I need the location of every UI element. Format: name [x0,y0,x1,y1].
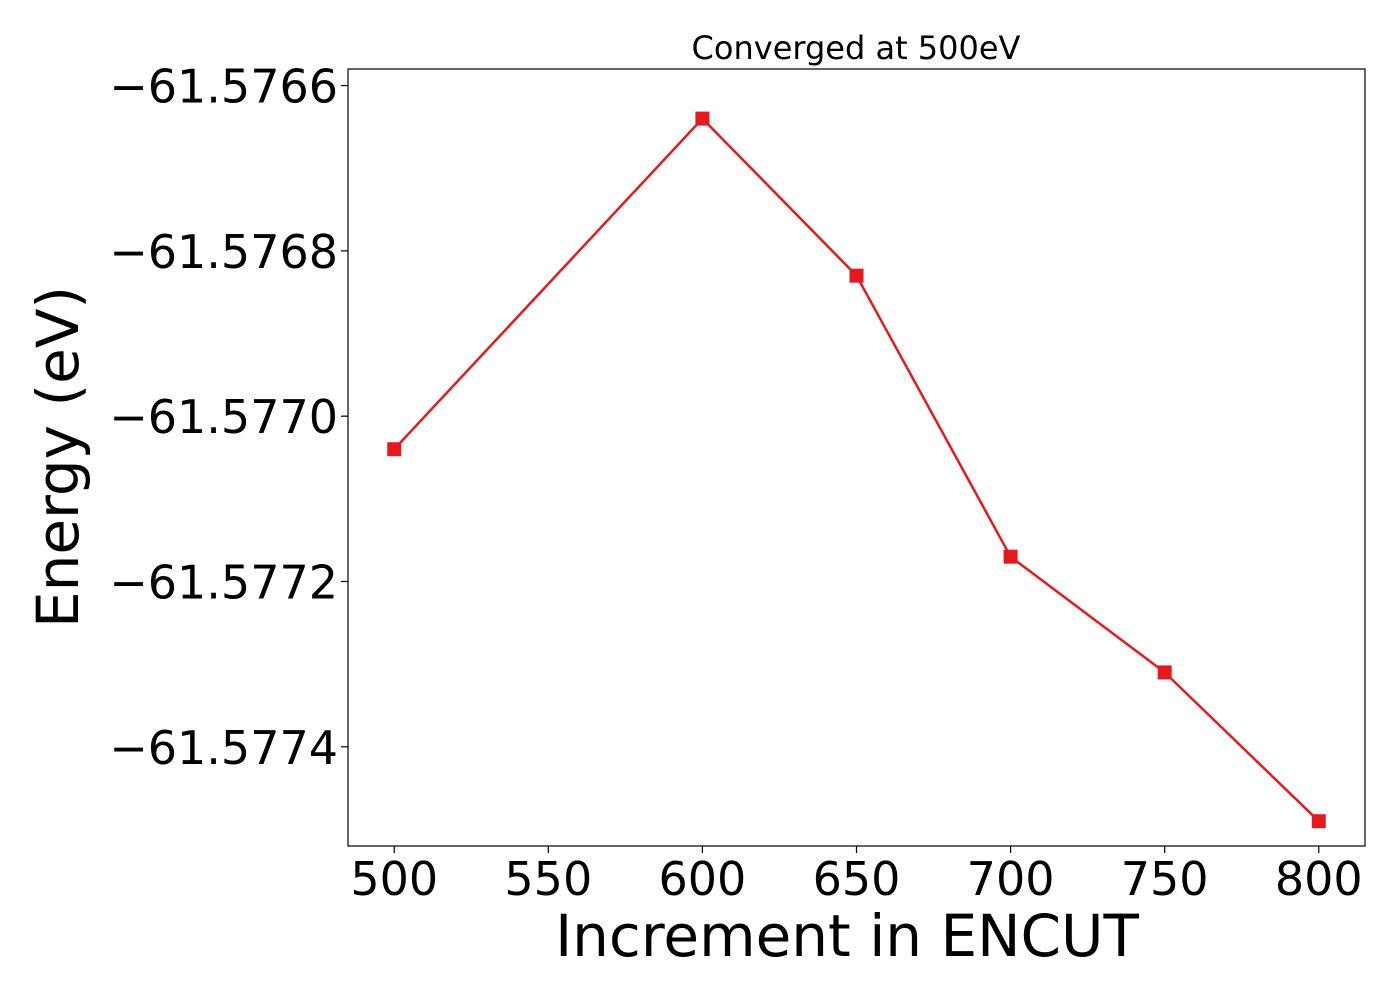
series-markers [387,111,1326,829]
chart-title: Converged at 500eV [692,29,1021,67]
y-tick-label: −61.5766 [109,60,338,114]
y-axis-ticks: −61.5766 −61.5768 −61.5770 −61.5772 −61.5774 [109,60,348,775]
series-line [393,116,1320,823]
y-tick-label: −61.5774 [109,721,338,775]
x-tick-label: 500 [350,852,438,906]
y-tick-label: −61.5772 [109,555,338,609]
data-point-marker [849,268,864,283]
data-point-marker [1003,549,1018,564]
x-tick-label: 700 [967,852,1055,906]
x-tick-label: 550 [504,852,592,906]
y-tick-label: −61.5768 [109,225,338,279]
x-tick-label: 800 [1275,852,1363,906]
x-tick-label: 750 [1121,852,1209,906]
plot-area: 500 550 600 650 700 750 800 −61.5766−61.5768−6… [109,60,1366,906]
x-axis-ticks: 500 550 600 650 700 750 800 [350,846,1363,906]
y-axis-label: Energy (eV) [24,286,92,628]
x-tick-label: 650 [813,852,901,906]
data-point-marker [387,442,402,457]
y-tick-label: −61.5770 [109,390,338,444]
x-tick-label: 600 [659,852,747,906]
plot-frame [347,68,1366,847]
x-axis-label: Increment in ENCUT [555,902,1139,970]
series-lines [393,116,1320,823]
data-point-marker [1157,665,1172,680]
data-point-marker [1311,814,1326,829]
data-point-marker [695,111,710,126]
